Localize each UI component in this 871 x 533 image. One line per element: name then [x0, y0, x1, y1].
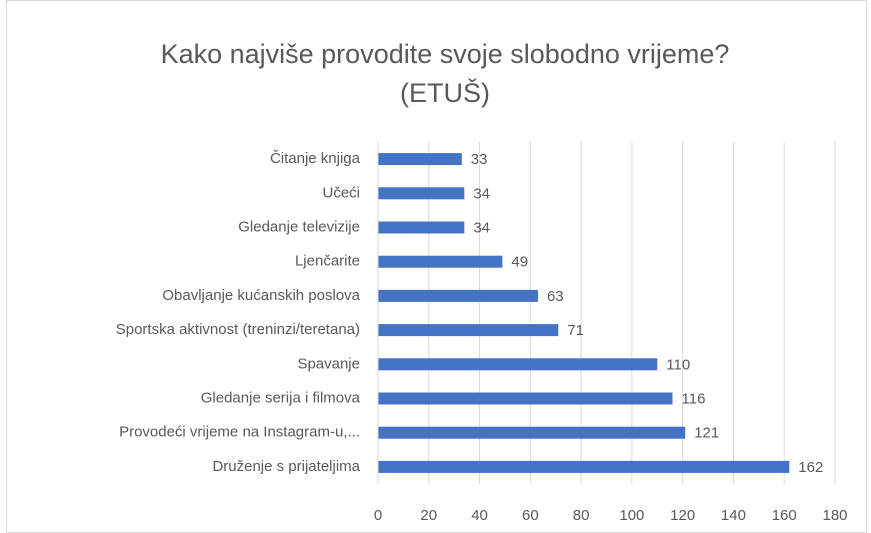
- data-label: 71: [567, 322, 584, 339]
- x-tick-label: 80: [573, 507, 590, 524]
- y-tick-label: Čitanje knjiga: [270, 150, 361, 167]
- x-tick-label: 40: [471, 507, 488, 524]
- data-label: 162: [798, 459, 823, 476]
- y-tick-label: Gledanje serija i filmova: [201, 389, 361, 406]
- chart-title: (ETUŠ): [400, 77, 490, 108]
- x-tick-label: 140: [721, 507, 746, 524]
- data-label: 121: [694, 425, 719, 442]
- bar: [378, 221, 465, 234]
- bar: [378, 153, 462, 166]
- y-tick-label: Spavanje: [297, 355, 360, 372]
- y-tick-label: Ljenčarite: [295, 253, 360, 270]
- x-tick-label: 100: [619, 507, 644, 524]
- bar: [378, 289, 538, 302]
- y-tick-label: Gledanje televizije: [238, 218, 360, 235]
- y-tick-label: Obavljanje kućanskih poslova: [162, 287, 360, 304]
- x-tick-label: 60: [522, 507, 539, 524]
- y-tick-label: Provodeći vrijeme na Instagram-u,...: [119, 424, 360, 441]
- bar: [378, 255, 503, 268]
- data-label: 110: [666, 356, 690, 373]
- bar: [378, 187, 465, 200]
- x-tick-label: 20: [420, 507, 437, 524]
- x-tick-label: 120: [670, 507, 695, 524]
- bar: [378, 426, 686, 439]
- y-tick-label: Sportska aktivnost (treninzi/teretana): [116, 321, 360, 338]
- bar: [378, 460, 790, 473]
- y-tick-label: Učeći: [322, 184, 360, 201]
- x-tick-label: 160: [772, 507, 797, 524]
- data-label: 116: [682, 390, 706, 407]
- bar: [378, 324, 559, 337]
- x-tick-label: 0: [374, 507, 382, 524]
- data-label: 63: [547, 288, 564, 305]
- bar: [378, 392, 673, 405]
- data-label: 34: [473, 185, 490, 202]
- x-tick-label: 180: [822, 507, 847, 524]
- data-label: 49: [511, 254, 528, 271]
- chart-title: Kako najviše provodite svoje slobodno vr…: [161, 39, 730, 69]
- data-label: 33: [471, 151, 488, 168]
- y-tick-label: Druženje s prijateljima: [212, 458, 360, 475]
- data-label: 34: [473, 219, 490, 236]
- bar: [378, 358, 658, 371]
